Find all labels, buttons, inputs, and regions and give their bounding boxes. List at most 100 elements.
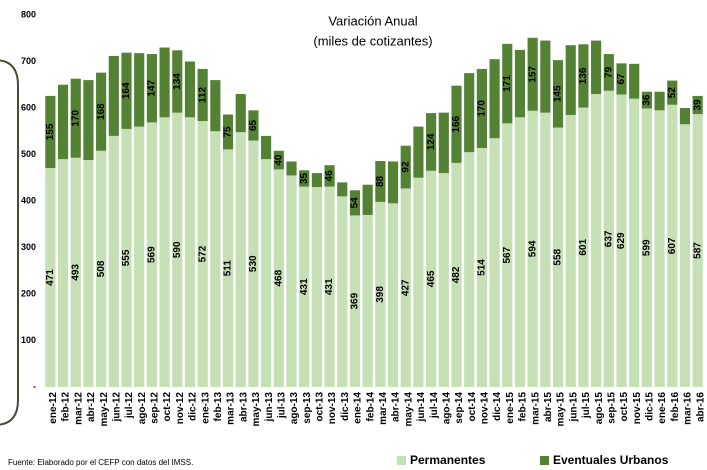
bar-segment <box>134 53 145 127</box>
bar-segment <box>299 186 310 387</box>
x-tick-label: ago-15 <box>594 392 605 425</box>
data-label: 590 <box>172 241 183 258</box>
x-tick-label: may-15 <box>556 392 567 427</box>
bar-segment <box>552 127 564 387</box>
data-label: 164 <box>121 82 132 99</box>
bar-segment <box>57 84 69 160</box>
bar-segment <box>70 78 81 158</box>
bar-segment <box>159 117 170 388</box>
bar-segment <box>184 117 196 388</box>
bar-segment <box>349 215 361 387</box>
bar-segment <box>222 149 234 387</box>
x-tick-label: ago-13 <box>289 392 300 425</box>
bar-segment <box>400 188 411 387</box>
bar-segment <box>426 113 437 171</box>
data-label: 88 <box>375 175 386 187</box>
x-tick-label: jun-13 <box>264 392 275 423</box>
data-label: 637 <box>603 230 614 247</box>
data-label: 599 <box>642 239 653 256</box>
data-label: 67 <box>616 73 627 85</box>
x-tick-label: jul-13 <box>276 392 287 420</box>
x-tick-label: mar-12 <box>73 392 84 425</box>
bar-segment <box>451 85 462 163</box>
bar-segment <box>400 145 411 189</box>
data-label: 136 <box>578 67 589 84</box>
bar-segment <box>273 169 284 387</box>
x-tick-label: may-14 <box>403 392 414 427</box>
data-label: 431 <box>324 278 335 295</box>
bar-segment <box>629 63 640 99</box>
x-tick-label: sep-13 <box>302 392 313 424</box>
x-tick-label: nov-12 <box>175 392 186 425</box>
bar-segment <box>70 157 81 387</box>
frame <box>0 59 19 426</box>
bar-segment <box>248 140 259 387</box>
y-tick-label: 300 <box>21 242 36 252</box>
data-label: 431 <box>299 278 310 295</box>
bar-segment <box>311 173 322 188</box>
chart-title: Variación Anual <box>328 13 417 28</box>
bar-segment <box>527 110 538 387</box>
x-tick-label: dic-15 <box>645 392 656 421</box>
bar-segment <box>210 131 221 387</box>
x-tick-label: ene-13 <box>200 392 211 424</box>
data-label: 468 <box>273 269 284 286</box>
data-label: 427 <box>400 279 411 296</box>
y-tick-label: 800 <box>21 9 36 19</box>
y-tick-label: 500 <box>21 149 36 159</box>
bar-segment <box>464 152 475 387</box>
bar-segment <box>184 61 196 118</box>
bar-segment <box>540 40 551 113</box>
y-tick-label: 200 <box>21 288 36 298</box>
x-tick-label: dic-14 <box>492 392 503 421</box>
bar-segment <box>248 110 259 141</box>
data-label: 170 <box>477 100 488 117</box>
y-tick-label: 600 <box>21 102 36 112</box>
chart-subtitle: (miles de cotizantes) <box>313 33 432 48</box>
x-tick-label: nov-14 <box>480 392 491 425</box>
data-label: 170 <box>70 109 81 126</box>
x-tick-label: abr-12 <box>86 392 97 422</box>
bar-segment <box>641 108 652 387</box>
x-tick-label: jun-14 <box>416 392 427 423</box>
x-tick-label: ago-12 <box>137 392 148 425</box>
bar-segment <box>413 177 424 387</box>
bar-segment <box>134 126 145 387</box>
bar-segment <box>311 187 322 387</box>
data-label: 147 <box>147 79 158 96</box>
data-label: 558 <box>553 248 564 265</box>
x-tick-label: abr-13 <box>238 392 249 422</box>
bar-segment <box>45 95 56 168</box>
data-label: 572 <box>197 245 208 262</box>
bar-segment <box>616 63 627 95</box>
x-tick-label: jun-12 <box>111 392 122 423</box>
x-tick-label: jul-14 <box>429 392 440 420</box>
bar-segment <box>629 98 640 387</box>
x-tick-label: feb-15 <box>518 392 529 422</box>
data-label: 569 <box>147 246 158 263</box>
bar-segment <box>476 68 487 148</box>
data-label: 39 <box>692 99 703 111</box>
data-label: 511 <box>223 260 234 277</box>
x-tick-label: jun-15 <box>568 392 579 423</box>
bar-segment <box>438 112 449 174</box>
legend-swatch <box>397 456 406 465</box>
data-label: 482 <box>451 266 462 283</box>
bar-segment <box>349 190 361 216</box>
bar-segment <box>489 59 500 139</box>
bar-segment <box>83 80 94 161</box>
bar-segment <box>172 50 183 113</box>
bar-segment <box>286 175 297 387</box>
x-tick-label: feb-12 <box>61 392 72 422</box>
data-label: 514 <box>477 259 488 276</box>
data-label: 471 <box>45 269 56 286</box>
bar-segment <box>502 123 513 387</box>
bar-segment <box>324 165 335 187</box>
x-tick-label: dic-13 <box>340 392 351 421</box>
bar-segment <box>210 80 221 132</box>
bar-segment <box>375 201 386 387</box>
x-tick-label: oct-12 <box>162 392 173 422</box>
bar-segment <box>426 170 437 387</box>
bar-segment <box>476 147 487 387</box>
